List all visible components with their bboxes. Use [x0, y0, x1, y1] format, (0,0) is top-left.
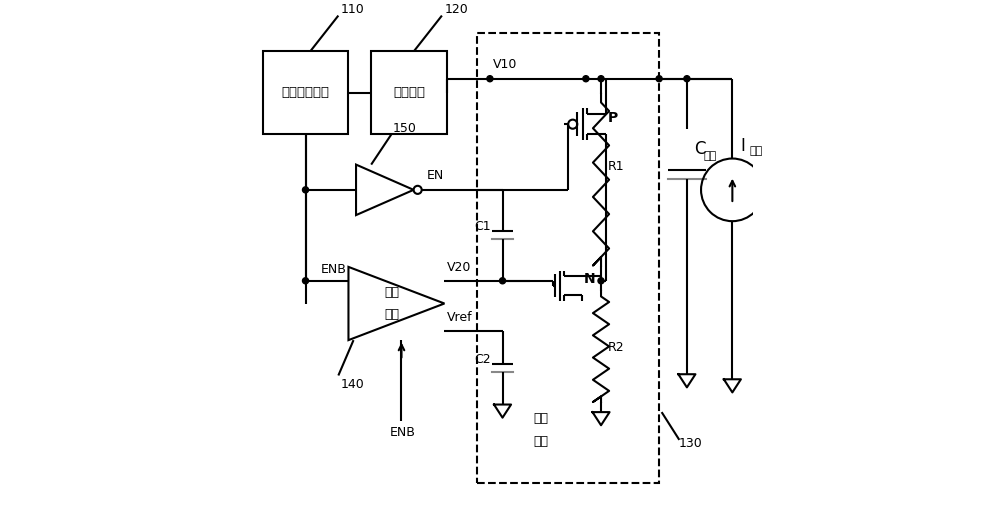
Circle shape: [684, 76, 690, 82]
Text: 比较: 比较: [384, 286, 399, 299]
Text: 130: 130: [678, 437, 702, 451]
Text: 分压: 分压: [533, 412, 548, 425]
Text: R1: R1: [608, 160, 625, 173]
Text: 150: 150: [393, 122, 417, 135]
Text: P: P: [608, 111, 618, 124]
Circle shape: [487, 76, 493, 82]
Circle shape: [598, 278, 604, 284]
Circle shape: [302, 187, 309, 193]
Circle shape: [656, 76, 662, 82]
Text: R2: R2: [608, 342, 625, 354]
Text: 负载: 负载: [749, 146, 762, 157]
Circle shape: [302, 278, 309, 284]
Text: 升压单元: 升压单元: [393, 86, 425, 99]
Text: 140: 140: [341, 378, 365, 391]
Text: C: C: [694, 140, 706, 159]
Text: 单元: 单元: [384, 308, 399, 321]
Text: N: N: [584, 272, 596, 286]
Text: 负载: 负载: [704, 151, 717, 161]
Bar: [263, 51, 348, 134]
Text: Vref: Vref: [447, 311, 473, 324]
Text: C2: C2: [475, 353, 491, 366]
Circle shape: [598, 76, 604, 82]
Text: ENB: ENB: [390, 426, 416, 439]
Bar: [477, 33, 659, 483]
Text: EN: EN: [427, 169, 444, 182]
Bar: [371, 51, 447, 134]
Text: I: I: [740, 137, 745, 155]
Text: C1: C1: [475, 220, 491, 233]
Text: 110: 110: [341, 3, 365, 16]
Circle shape: [583, 76, 589, 82]
Text: 单元: 单元: [533, 435, 548, 448]
Text: ENB: ENB: [321, 263, 347, 276]
Text: V20: V20: [447, 261, 471, 274]
Circle shape: [499, 278, 506, 284]
Text: V10: V10: [492, 58, 517, 71]
Text: 时钟驱动单元: 时钟驱动单元: [282, 86, 330, 99]
Text: 120: 120: [444, 3, 468, 16]
